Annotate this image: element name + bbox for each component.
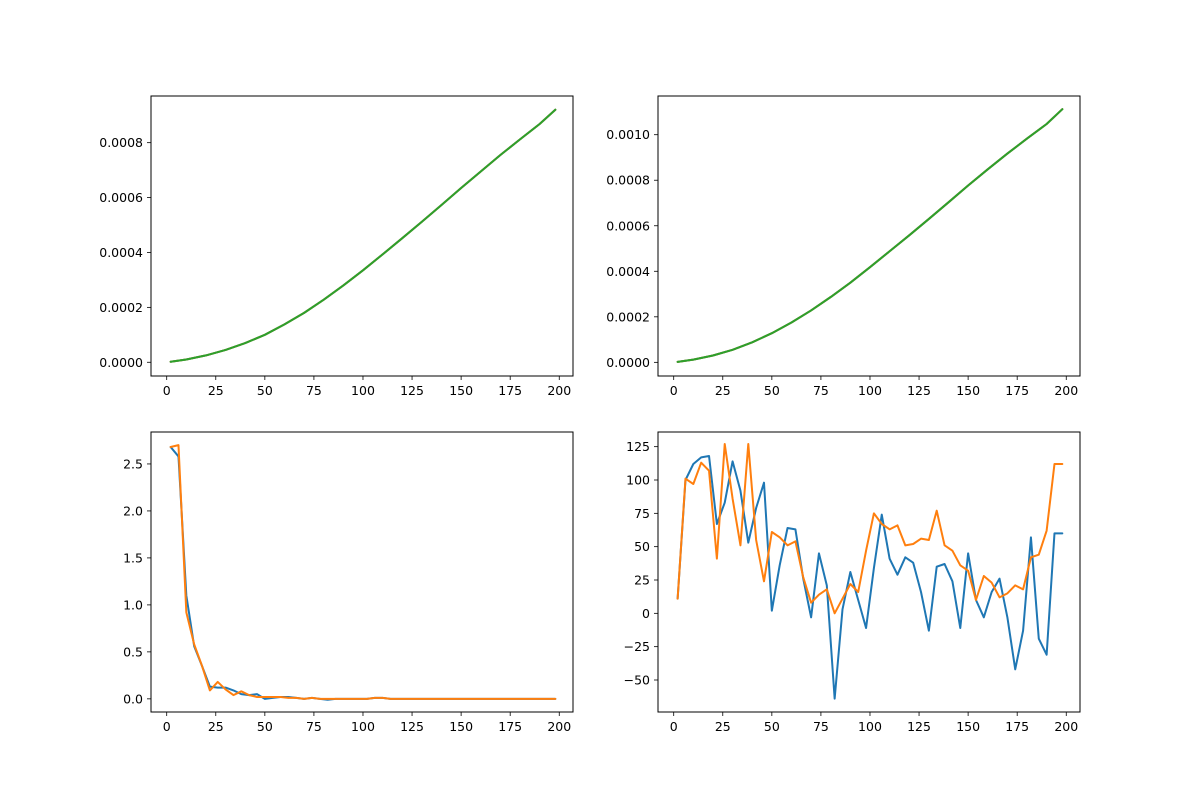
x-tick-label: 200	[547, 719, 571, 734]
y-tick-label: 0.0004	[606, 264, 650, 279]
x-tick-label: 150	[956, 383, 980, 398]
y-tick-label: 0.5	[123, 644, 143, 659]
x-tick-label: 75	[306, 383, 322, 398]
series-line-3	[169, 108, 557, 363]
x-tick-label: 75	[306, 719, 322, 734]
x-tick-label: 175	[498, 383, 522, 398]
x-tick-label: 125	[400, 719, 424, 734]
x-tick-label: 50	[257, 383, 273, 398]
y-tick-label: −25	[624, 639, 650, 654]
x-tick-label: 100	[858, 719, 882, 734]
y-tick-label: 0.0	[123, 691, 143, 706]
y-tick-label: 1.5	[123, 550, 143, 565]
y-tick-label: 100	[626, 473, 650, 488]
series-line-1	[169, 108, 557, 363]
series-line-2	[169, 444, 557, 700]
x-tick-label: 200	[1054, 383, 1078, 398]
x-tick-label: 0	[163, 719, 171, 734]
x-tick-label: 25	[208, 383, 224, 398]
x-tick-label: 150	[449, 383, 473, 398]
x-tick-label: 175	[1005, 383, 1029, 398]
x-tick-label: 125	[400, 383, 424, 398]
y-tick-label: 0.0010	[606, 127, 650, 142]
y-tick-label: 0.0008	[99, 135, 143, 150]
series-line-2	[676, 443, 1064, 615]
plot-frame	[657, 431, 1081, 713]
x-tick-label: 175	[1005, 719, 1029, 734]
series-line-1	[169, 446, 557, 701]
x-tick-label: 175	[498, 719, 522, 734]
x-tick-label: 50	[257, 719, 273, 734]
x-tick-label: 125	[907, 719, 931, 734]
x-tick-label: 50	[764, 719, 780, 734]
x-tick-label: 0	[670, 719, 678, 734]
x-tick-label: 100	[858, 383, 882, 398]
x-tick-label: 50	[764, 383, 780, 398]
series-line-3	[676, 108, 1064, 363]
y-tick-label: 2.0	[123, 503, 143, 518]
x-tick-label: 0	[670, 383, 678, 398]
x-tick-label: 25	[715, 719, 731, 734]
subplot-bottom-left: 0 25 50 75 100 125 150 175 200 0.0 0.5 1.0 1.5 2.0 2.5	[123, 431, 574, 734]
y-tick-label: 0.0006	[99, 190, 143, 205]
y-tick-label: 0.0002	[99, 300, 143, 315]
y-tick-label: 0.0004	[99, 245, 143, 260]
series-line-1	[676, 455, 1064, 700]
y-tick-label: 0.0000	[99, 355, 143, 370]
y-tick-label: 2.5	[123, 456, 143, 471]
x-tick-label: 0	[163, 383, 171, 398]
y-tick-label: 0.0008	[606, 173, 650, 188]
y-tick-label: 50	[634, 539, 650, 554]
y-tick-label: 1.0	[123, 597, 143, 612]
y-tick-label: 25	[634, 573, 650, 588]
plot-frame	[657, 95, 1081, 377]
x-tick-label: 25	[715, 383, 731, 398]
y-tick-label: 0.0006	[606, 218, 650, 233]
y-tick-label: 0.0000	[606, 355, 650, 370]
x-tick-label: 150	[956, 719, 980, 734]
series-line-2	[169, 108, 557, 363]
plot-frame	[150, 95, 574, 377]
series-line-1	[676, 108, 1064, 363]
x-tick-label: 25	[208, 719, 224, 734]
subplot-top-left: 0 25 50 75 100 125 150 175 200 0.0000 0.0002 0.0004…	[99, 95, 574, 398]
subplot-top-right: 0 25 50 75 100 125 150 175 200 0.0000 0.0002 0.0004…	[606, 95, 1081, 398]
x-tick-label: 75	[813, 719, 829, 734]
y-tick-label: 75	[634, 506, 650, 521]
x-tick-label: 75	[813, 383, 829, 398]
x-tick-label: 150	[449, 719, 473, 734]
x-tick-label: 100	[351, 383, 375, 398]
y-tick-label: 0.0002	[606, 309, 650, 324]
x-tick-label: 200	[1054, 719, 1078, 734]
y-tick-label: −50	[624, 673, 650, 688]
plot-frame	[150, 431, 574, 713]
x-tick-label: 125	[907, 383, 931, 398]
subplot-bottom-right: 0 25 50 75 100 125 150 175 200 −50 −25 0 25 50 75 100 12…	[624, 431, 1081, 734]
y-tick-label: 0	[642, 606, 650, 621]
y-tick-label: 125	[626, 439, 650, 454]
x-tick-label: 200	[547, 383, 571, 398]
x-tick-label: 100	[351, 719, 375, 734]
series-line-2	[676, 108, 1064, 363]
